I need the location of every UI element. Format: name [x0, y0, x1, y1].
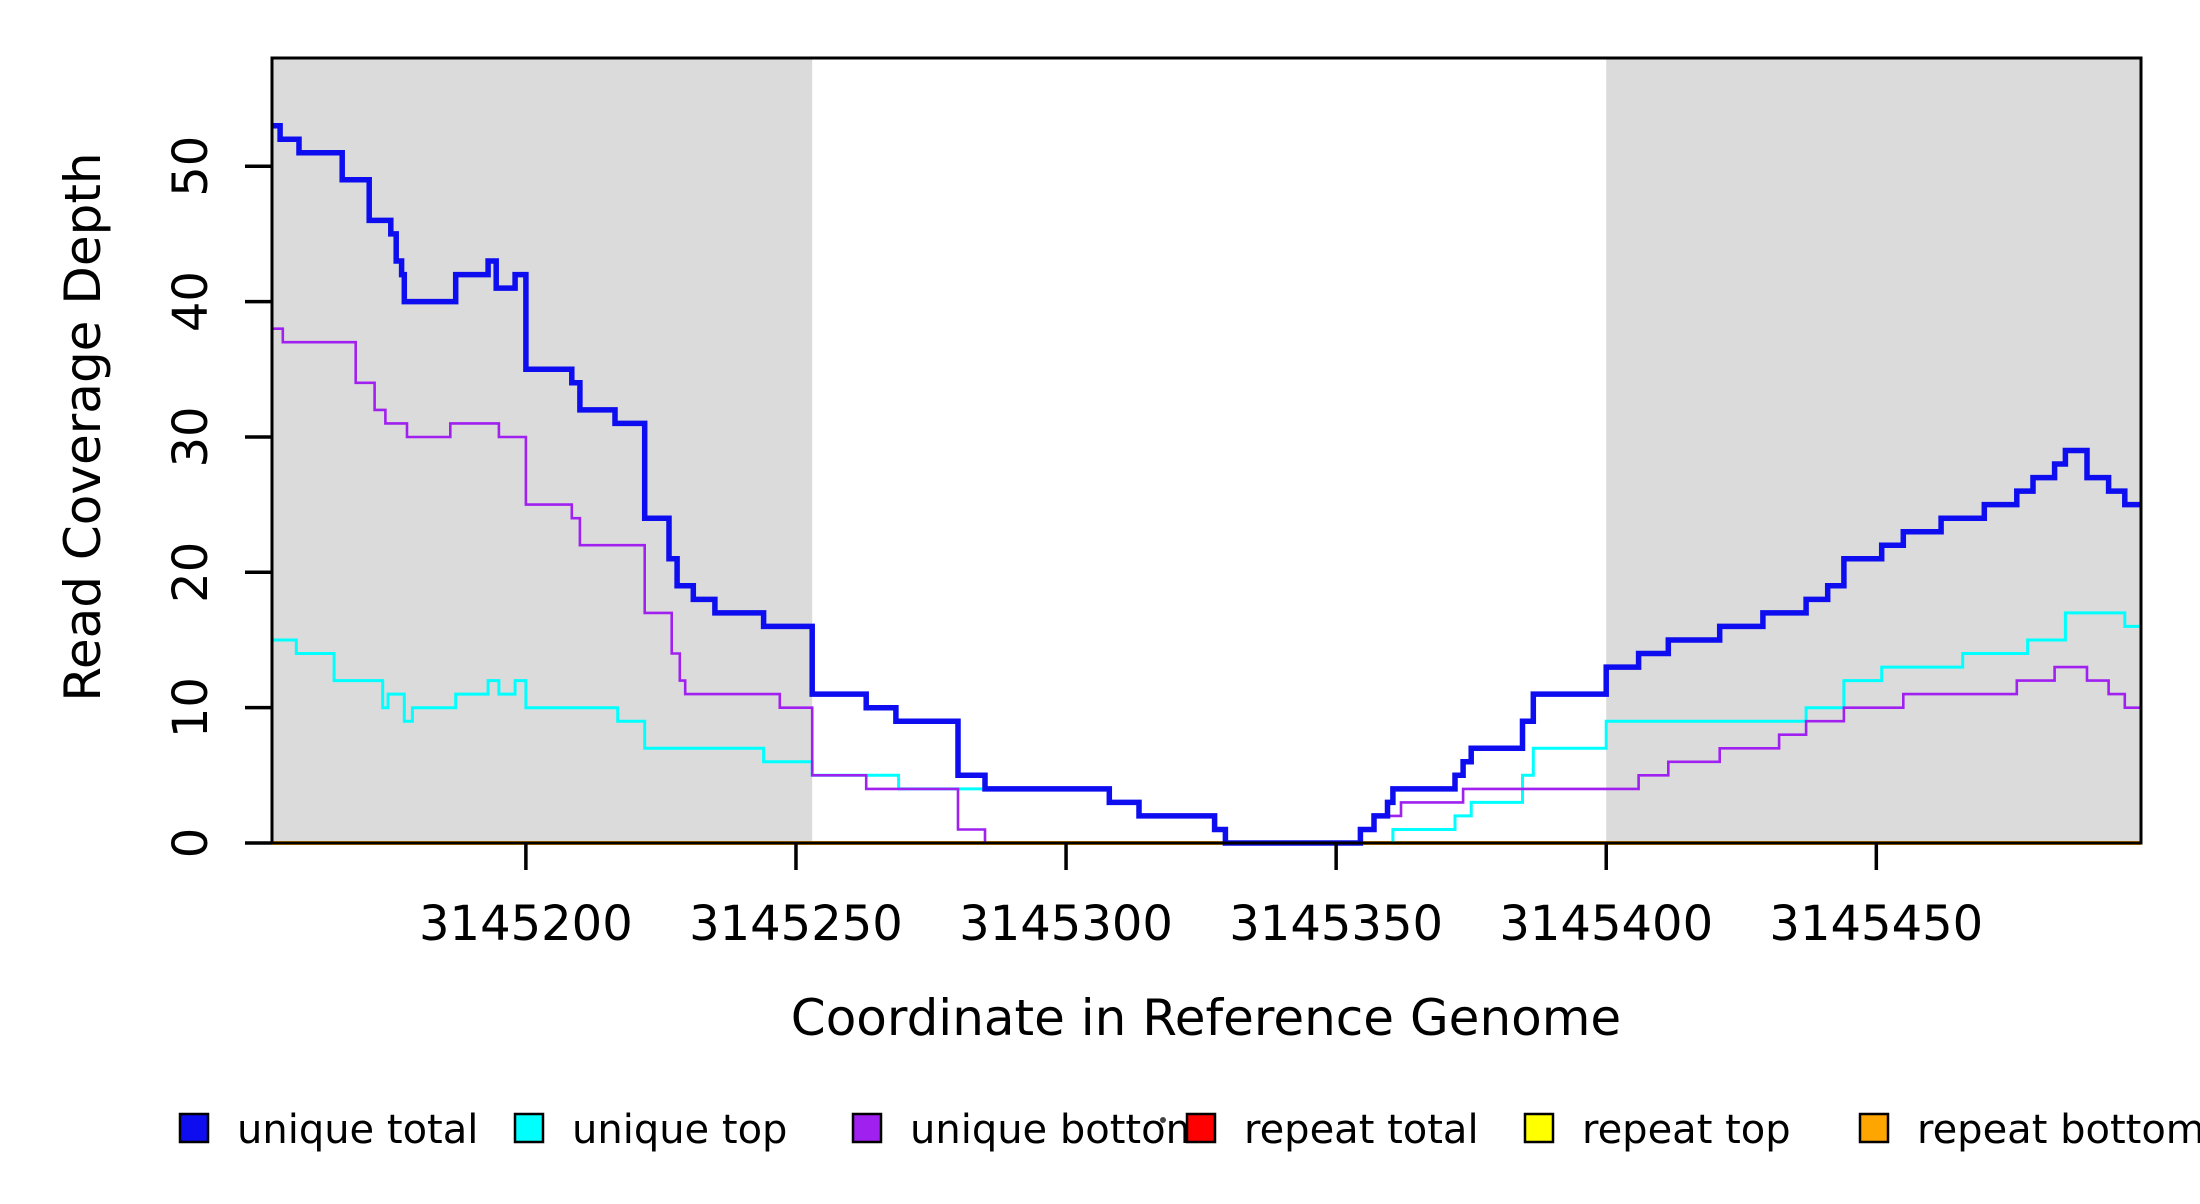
x-tick-label: 3145200 [419, 896, 633, 952]
y-axis-title: Read Coverage Depth [54, 152, 112, 701]
repeat-region-bands [272, 58, 2141, 843]
legend-item: repeat top [1523, 1107, 1791, 1153]
x-tick-label: 3145350 [1229, 896, 1443, 952]
legend-label: repeat top [1582, 1107, 1791, 1153]
legend-item: unique total [178, 1107, 478, 1153]
y-tick-label: 0 [163, 828, 219, 859]
stray-dot [1160, 1117, 1166, 1123]
legend-swatch-repeat-top [1523, 1112, 1555, 1144]
y-tick-label: 40 [163, 271, 219, 332]
legend-swatch-unique-top [513, 1112, 545, 1144]
x-tick-label: 3145450 [1769, 896, 1983, 952]
x-axis-title: Coordinate in Reference Genome [791, 989, 1621, 1047]
series-line-unique-bottom [272, 327, 2141, 845]
legend-swatch-repeat-bottom [1858, 1112, 1890, 1144]
y-tick-label: 10 [163, 677, 219, 738]
legend-item: unique top [513, 1107, 787, 1153]
legend-label: repeat bottom [1917, 1107, 2200, 1153]
x-tick-label: 3145250 [689, 896, 903, 952]
axes: 3145200 3145250 3145300 3145350 3145400 31454… [163, 136, 1983, 952]
legend-label: repeat total [1244, 1107, 1479, 1153]
legend-item: repeat bottom [1858, 1107, 2200, 1153]
legend-item: unique bottom [851, 1107, 1205, 1153]
legend-swatch-unique-bottom [851, 1112, 883, 1144]
x-tick-label: 3145400 [1499, 896, 1713, 952]
y-tick-label: 50 [163, 136, 219, 197]
series-line-unique-total [272, 122, 2141, 846]
legend-swatch-unique-total [178, 1112, 210, 1144]
plot-border [270, 56, 2143, 845]
repeat-region-band [1606, 58, 2141, 843]
repeat-region-band [272, 58, 813, 843]
x-tick-label: 3145300 [959, 896, 1173, 952]
legend: unique total unique top unique bottom repea… [178, 1107, 2200, 1153]
y-tick-label: 30 [163, 406, 219, 467]
y-tick-label: 20 [163, 542, 219, 603]
legend-label: unique bottom [910, 1107, 1205, 1153]
legend-item: repeat total [1185, 1107, 1479, 1153]
legend-swatch-repeat-total [1185, 1112, 1217, 1144]
legend-label: unique top [572, 1107, 787, 1153]
legend-label: unique total [237, 1107, 478, 1153]
